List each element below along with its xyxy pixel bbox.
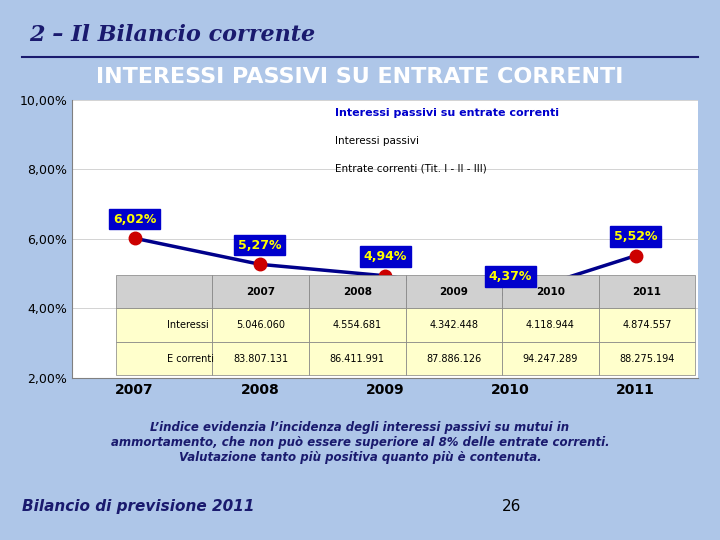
FancyBboxPatch shape [309, 275, 405, 308]
Text: 4.874.557: 4.874.557 [622, 320, 672, 330]
FancyBboxPatch shape [212, 308, 309, 342]
FancyBboxPatch shape [309, 308, 405, 342]
Text: 5,52%: 5,52% [614, 230, 657, 243]
FancyBboxPatch shape [116, 275, 212, 308]
Text: 94.247.289: 94.247.289 [523, 354, 578, 363]
Text: 4,94%: 4,94% [364, 250, 407, 263]
FancyBboxPatch shape [116, 308, 212, 342]
Text: 2008: 2008 [343, 287, 372, 297]
FancyBboxPatch shape [116, 342, 212, 375]
Text: 86.411.991: 86.411.991 [330, 354, 384, 363]
Text: 6,02%: 6,02% [113, 213, 156, 226]
FancyBboxPatch shape [212, 275, 309, 308]
Text: 4.342.448: 4.342.448 [429, 320, 478, 330]
FancyBboxPatch shape [599, 342, 696, 375]
FancyBboxPatch shape [212, 342, 309, 375]
Text: 2009: 2009 [439, 287, 468, 297]
Text: 2 – Il Bilancio corrente: 2 – Il Bilancio corrente [29, 24, 315, 46]
FancyBboxPatch shape [309, 342, 405, 375]
Text: 2011: 2011 [632, 287, 662, 297]
Text: 5,27%: 5,27% [238, 239, 282, 252]
Text: Entrate correnti (Tit. I - II - III): Entrate correnti (Tit. I - II - III) [335, 164, 487, 174]
Text: Interessi: Interessi [167, 320, 209, 330]
FancyBboxPatch shape [502, 342, 599, 375]
FancyBboxPatch shape [405, 342, 502, 375]
Text: INTERESSI PASSIVI SU ENTRATE CORRENTI: INTERESSI PASSIVI SU ENTRATE CORRENTI [96, 67, 624, 87]
Text: 4.118.944: 4.118.944 [526, 320, 575, 330]
Text: 2010: 2010 [536, 287, 565, 297]
Text: 4.554.681: 4.554.681 [333, 320, 382, 330]
Text: 83.807.131: 83.807.131 [233, 354, 288, 363]
FancyBboxPatch shape [599, 275, 696, 308]
FancyBboxPatch shape [502, 275, 599, 308]
Text: L’indice evidenzia l’incidenza degli interessi passivi su mutui in
ammortamento,: L’indice evidenzia l’incidenza degli int… [111, 421, 609, 464]
Text: Interessi passivi su entrate correnti: Interessi passivi su entrate correnti [335, 108, 559, 118]
FancyBboxPatch shape [599, 308, 696, 342]
Text: 26: 26 [502, 499, 521, 514]
Text: 4,37%: 4,37% [489, 270, 532, 283]
FancyBboxPatch shape [405, 275, 502, 308]
Text: Bilancio di previsione 2011: Bilancio di previsione 2011 [22, 499, 255, 514]
FancyBboxPatch shape [502, 308, 599, 342]
Text: 2007: 2007 [246, 287, 275, 297]
FancyBboxPatch shape [405, 308, 502, 342]
Text: 87.886.126: 87.886.126 [426, 354, 482, 363]
Text: E correnti: E correnti [167, 354, 215, 363]
Text: 5.046.060: 5.046.060 [236, 320, 285, 330]
Text: 88.275.194: 88.275.194 [619, 354, 675, 363]
Text: Interessi passivi: Interessi passivi [335, 136, 419, 146]
